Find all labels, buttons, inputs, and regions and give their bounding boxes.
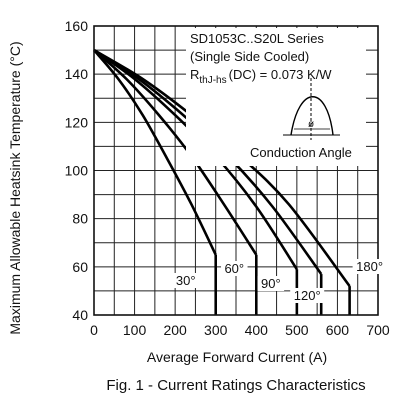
x-tick-label: 100	[123, 322, 147, 338]
y-tick-label: 80	[72, 211, 88, 227]
annotation-backdrop	[186, 28, 366, 166]
series-line-0	[93, 49, 217, 256]
plot-frame	[93, 25, 379, 316]
y-tick-label: 40	[72, 307, 88, 323]
y-tick-label: 100	[65, 163, 89, 179]
curve-label-2: 90°	[261, 276, 281, 291]
y-tick-label: 160	[65, 18, 89, 34]
series-line-1	[93, 49, 258, 256]
curve-label-backdrop	[352, 259, 387, 274]
curve-label-backdrop	[290, 288, 325, 303]
cooling-note: (Single Side Cooled)	[190, 49, 309, 64]
angle-symbol: ø	[308, 119, 314, 130]
curve-label-0: 30°	[176, 273, 196, 288]
curve-labels: 30° 60° 90° 120° 180°	[172, 259, 387, 303]
y-tick-label: 60	[72, 259, 88, 275]
curve-label-backdrop	[257, 276, 285, 291]
curve-label-4: 180°	[356, 259, 383, 274]
conduction-angle-label: Conduction Angle	[250, 145, 352, 160]
y-tick-label: 140	[65, 66, 89, 82]
y-tick-label: 120	[65, 114, 89, 130]
tick-labels: 0 100 200 300 400 500 600 700 40 60 80 100 120 140 160	[65, 18, 390, 338]
x-tick-label: 700	[366, 322, 390, 338]
x-tick-label: 300	[204, 322, 228, 338]
y-axis-title: Maximum Allowable Heatsink Temperature (…	[7, 41, 23, 334]
x-tick-label: 400	[245, 322, 269, 338]
x-tick-label: 500	[285, 322, 309, 338]
x-tick-label: 0	[90, 322, 98, 338]
curve-label-3: 120°	[294, 288, 321, 303]
figure-caption: Fig. 1 - Current Ratings Characteristics	[106, 377, 365, 394]
curve-label-backdrop	[221, 261, 248, 276]
x-tick-label: 600	[326, 322, 350, 338]
series-title: SD1053C..S20L Series	[190, 31, 324, 46]
thermal-resistance-note: RthJ-hs (DC) = 0.073 K/W	[190, 67, 332, 86]
curve-label-backdrop	[172, 273, 199, 288]
x-axis-title: Average Forward Current (A)	[147, 349, 327, 365]
curve-label-1: 60°	[224, 261, 244, 276]
conduction-angle-inset: ø	[283, 78, 340, 140]
x-tick-label: 200	[163, 322, 187, 338]
